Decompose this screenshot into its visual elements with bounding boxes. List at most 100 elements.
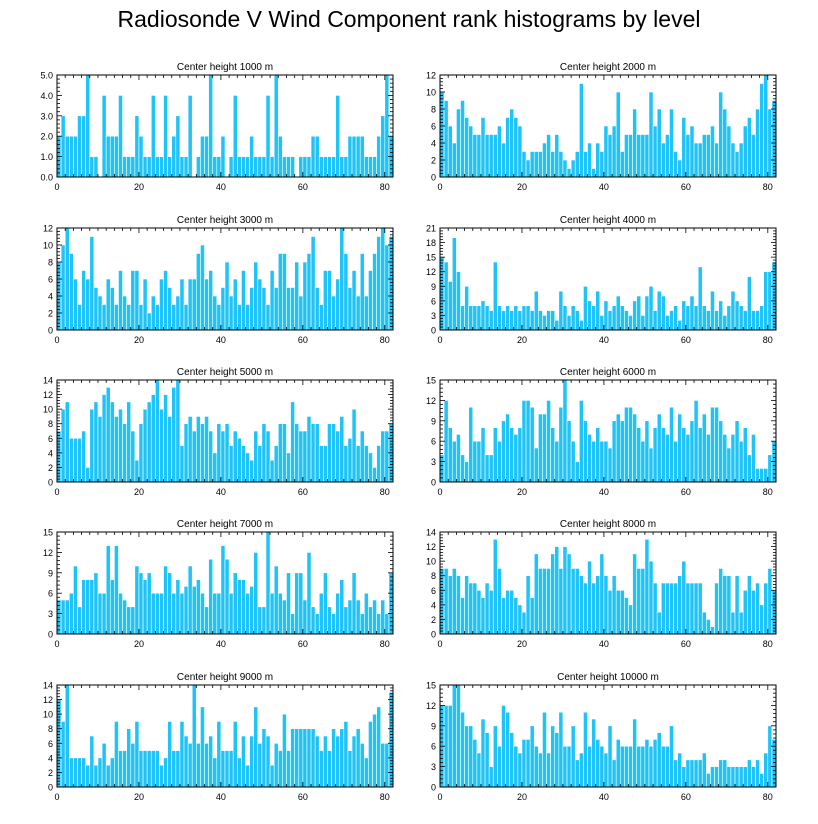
x-tick-label: 40 — [599, 182, 609, 192]
histogram-bar — [689, 125, 695, 178]
histogram-bar — [755, 108, 760, 178]
histogram-bar — [492, 261, 498, 331]
y-tick-label: 15 — [426, 253, 436, 263]
x-tick-label: 20 — [517, 792, 527, 802]
histogram-bar — [310, 236, 316, 331]
histogram-bar — [327, 750, 332, 788]
histogram-bar — [249, 735, 254, 788]
histogram-bar — [364, 295, 369, 331]
histogram-bar — [497, 568, 502, 635]
histogram-bar — [109, 757, 115, 788]
histogram-bar — [722, 759, 728, 788]
x-tick-label: 0 — [437, 639, 442, 649]
histogram-bar — [747, 454, 752, 483]
histogram-bar — [521, 305, 527, 331]
histogram-bar — [380, 115, 386, 178]
histogram-bar — [196, 253, 201, 331]
histogram-bar — [640, 134, 646, 178]
histogram-bar — [546, 134, 551, 178]
histogram-bar — [591, 718, 597, 788]
histogram-bar — [179, 156, 185, 178]
histogram-bar — [603, 752, 609, 788]
histogram-bar — [109, 579, 115, 635]
histogram-bar — [656, 611, 662, 635]
histogram-bar — [277, 135, 283, 178]
histogram-bar — [101, 394, 107, 483]
histogram-bar — [697, 266, 703, 331]
histogram-bar — [351, 270, 357, 331]
x-tick-label: 20 — [517, 639, 527, 649]
histogram-bar — [241, 445, 246, 483]
histogram-bar — [521, 611, 527, 635]
histogram-bar — [130, 156, 136, 178]
histogram-bar — [767, 454, 773, 483]
histogram-bar — [451, 684, 457, 788]
histogram-bar — [384, 742, 390, 788]
histogram-bar — [480, 117, 486, 178]
y-tick-label: 6 — [431, 437, 436, 447]
y-tick-label: 5.0 — [40, 71, 53, 81]
histogram-bar — [632, 300, 637, 331]
x-tick-label: 0 — [54, 639, 59, 649]
y-tick-label: 9 — [431, 282, 436, 292]
histogram-bar — [122, 423, 127, 483]
histogram-bar — [114, 545, 119, 635]
histogram-bar — [85, 278, 91, 331]
histogram-bar — [648, 560, 654, 635]
histogram-bar — [212, 156, 218, 178]
histogram-bar — [249, 459, 254, 483]
histogram-bar — [286, 452, 291, 483]
plot-frame — [56, 684, 394, 788]
histogram-bar — [562, 159, 568, 178]
histogram-bar — [759, 468, 765, 483]
x-tick-label: 40 — [216, 335, 226, 345]
histogram-bar — [208, 270, 214, 331]
histogram-bar — [314, 735, 320, 788]
histogram-bar — [542, 315, 547, 331]
histogram-bar — [488, 310, 494, 331]
histogram-bar — [632, 553, 637, 635]
histogram-bar — [200, 706, 205, 788]
y-tick-label: 0 — [431, 630, 436, 640]
histogram-bar — [196, 156, 201, 178]
histogram-bar — [282, 599, 287, 635]
histogram-bar — [525, 400, 531, 483]
histogram-bar — [587, 300, 592, 331]
x-tick-label: 20 — [134, 487, 144, 497]
histogram-bar — [159, 592, 164, 635]
histogram-bar — [236, 579, 242, 635]
histogram-bar — [77, 757, 82, 788]
histogram-bar — [624, 134, 629, 178]
histogram-bar — [607, 310, 613, 331]
x-tick-label: 60 — [681, 182, 691, 192]
histogram-bar — [142, 408, 148, 483]
histogram-bar — [331, 156, 336, 178]
histogram-bar — [232, 278, 238, 331]
x-tick-label: 60 — [681, 792, 691, 802]
x-tick-label: 20 — [517, 487, 527, 497]
plot-frame — [439, 227, 777, 331]
histogram-bar — [109, 135, 115, 178]
histogram-bar — [677, 575, 683, 635]
histogram-bar — [599, 151, 605, 178]
x-tick-label: 40 — [599, 792, 609, 802]
histogram-bar — [533, 553, 539, 635]
histogram-bar — [220, 430, 226, 483]
histogram-bar — [583, 582, 588, 635]
histogram-bar — [558, 406, 564, 483]
histogram-bar — [347, 135, 353, 178]
histogram-bar — [501, 420, 506, 483]
histogram-bar — [236, 757, 242, 788]
histogram-bar — [447, 427, 453, 483]
histogram-bar — [175, 750, 181, 788]
histogram-bar — [331, 423, 336, 483]
histogram-bar — [546, 752, 551, 788]
histogram-bar — [706, 773, 711, 788]
histogram-bar — [187, 565, 193, 635]
histogram-bar — [505, 117, 510, 178]
histogram-bar — [644, 134, 650, 178]
histogram-bar — [269, 156, 275, 178]
y-tick-label: 4 — [48, 448, 53, 458]
histogram-bar — [220, 135, 226, 178]
histogram-bar — [85, 74, 91, 178]
